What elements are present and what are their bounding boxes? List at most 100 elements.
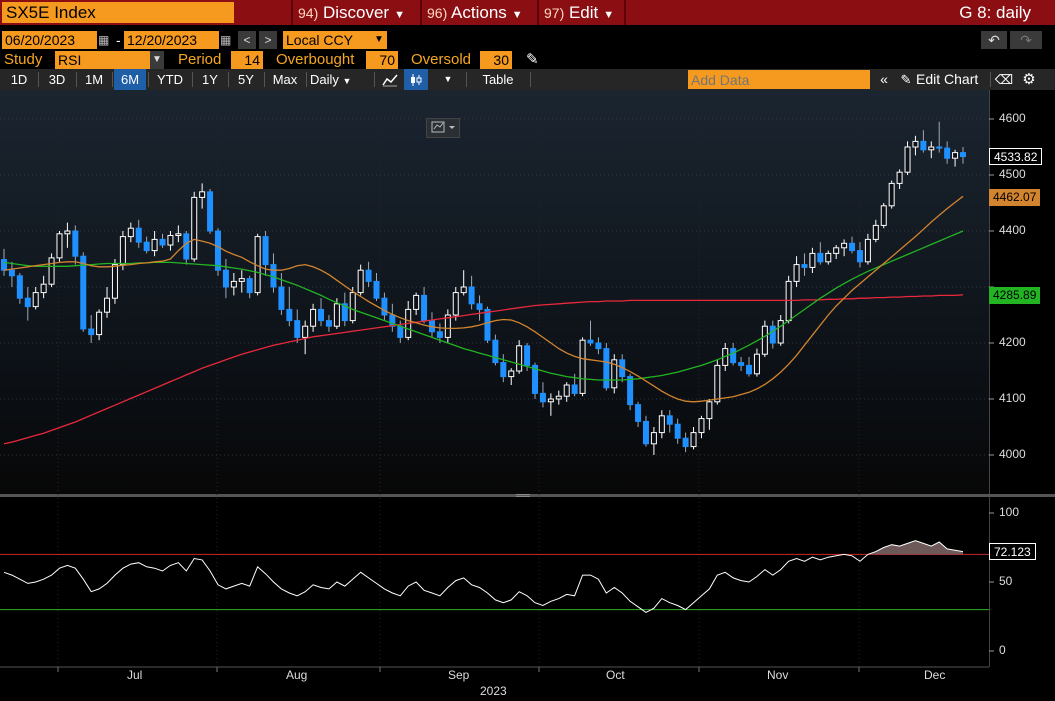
chart-type-icon[interactable]	[426, 118, 460, 138]
chevron-down-icon[interactable]: ▼	[150, 51, 164, 69]
candle-up	[151, 238, 158, 252]
grip-icon[interactable]	[516, 494, 530, 497]
candle-up	[761, 325, 768, 355]
candle-down	[365, 269, 372, 282]
candle-up	[357, 269, 364, 294]
period-input[interactable]: 14	[231, 51, 263, 69]
tab-separator	[990, 72, 991, 87]
tab-range-max[interactable]: Max	[272, 72, 298, 87]
gear-icon[interactable]: ⚙	[1022, 71, 1036, 88]
edit-chart-button[interactable]: Edit Chart	[916, 71, 979, 87]
rsi-panel[interactable]	[0, 497, 989, 667]
discover-menu[interactable]: 94) Discover ▼	[298, 0, 405, 25]
previous-period-button[interactable]: <	[238, 31, 256, 49]
edit-menu-label: Edit	[568, 3, 599, 22]
candle-up	[32, 292, 39, 308]
end-date-field[interactable]: 12/20/2023	[124, 31, 219, 49]
overbought-input[interactable]: 70	[366, 51, 398, 69]
tab-separator	[38, 72, 39, 87]
add-data-input[interactable]	[688, 70, 870, 89]
table-button[interactable]: Table	[482, 72, 514, 87]
overbought-fill	[4, 540, 963, 555]
annotate-icon[interactable]: ⌫	[994, 72, 1014, 87]
candle-down	[492, 339, 499, 364]
candle-up	[579, 339, 586, 394]
panel-resize-handle[interactable]	[0, 494, 1055, 497]
candle-down	[381, 297, 388, 316]
menu-separator	[291, 0, 293, 25]
candle-up	[191, 196, 198, 260]
tab-range-1m[interactable]: 1M	[84, 72, 104, 87]
tab-range-5y[interactable]: 5Y	[238, 72, 254, 87]
tab-range-1y[interactable]: 1Y	[202, 72, 218, 87]
candle-down	[484, 308, 491, 341]
line-chart-icon[interactable]	[378, 69, 402, 90]
rsi-line	[3, 540, 964, 613]
candle-up	[64, 230, 71, 235]
tab-range-3d[interactable]: 3D	[48, 72, 66, 87]
candle-down	[587, 339, 594, 344]
tab-range-1d[interactable]: 1D	[10, 72, 28, 87]
pencil-icon[interactable]: ✎	[526, 51, 539, 68]
study-select[interactable]: RSI	[55, 51, 150, 69]
candle-down	[436, 331, 443, 338]
chevron-down-icon[interactable]: ▼	[371, 31, 387, 49]
candle-down	[373, 280, 380, 299]
candle-down	[642, 420, 649, 445]
candle-up	[349, 292, 356, 322]
collapse-icon[interactable]: «	[880, 71, 888, 87]
candle-down	[1, 259, 7, 271]
price-chart-panel[interactable]	[0, 90, 989, 494]
tab-range-ytd[interactable]: YTD	[157, 72, 183, 87]
ma-fast-tag: 4462.07	[989, 189, 1041, 206]
menu-separator	[624, 0, 626, 25]
oversold-input[interactable]: 30	[480, 51, 512, 69]
undo-icon[interactable]: ↶	[981, 31, 1007, 49]
candle-up	[833, 247, 840, 254]
candle-down	[135, 227, 142, 243]
candle-down	[746, 364, 753, 375]
x-axis-month-label: Aug	[286, 668, 308, 682]
start-date-field[interactable]: 06/20/2023	[2, 31, 97, 49]
currency-select[interactable]: Local CCY	[283, 31, 371, 49]
candle-down	[539, 392, 546, 403]
candle-up	[40, 283, 47, 294]
rsi-value-tag: 72.123	[989, 543, 1036, 560]
candle-up	[56, 233, 63, 259]
candle-down	[246, 278, 253, 294]
chevron-down-icon[interactable]: ▼	[443, 74, 453, 84]
pencil-icon[interactable]: ✎	[900, 72, 912, 87]
calendar-icon[interactable]: ▦	[220, 33, 232, 47]
moving-averages	[3, 195, 964, 445]
candle-up	[563, 384, 570, 397]
edit-menu[interactable]: 97) Edit ▼	[544, 0, 614, 25]
frequency-select[interactable]: Daily ▼	[310, 69, 370, 90]
candle-up	[753, 353, 760, 375]
candle-up	[104, 297, 111, 313]
candle-up	[714, 364, 721, 403]
candle-down	[944, 147, 951, 159]
candle-up	[199, 191, 206, 198]
last-price-tag: 4533.82	[989, 148, 1043, 165]
candle-up	[864, 238, 871, 263]
ticker-field[interactable]: SX5E Index	[2, 2, 234, 23]
candle-up	[952, 152, 959, 159]
ma-slow-line	[3, 294, 964, 445]
redo-icon[interactable]: ↷	[1010, 31, 1042, 49]
chevron-down-icon: ▼	[511, 9, 523, 21]
next-period-button[interactable]: >	[259, 31, 277, 49]
candle-up	[302, 325, 309, 338]
frequency-label: Daily	[310, 72, 339, 87]
actions-menu[interactable]: 96) Actions ▼	[427, 0, 523, 25]
period-label: Period	[178, 51, 222, 68]
candle-down	[817, 252, 824, 263]
candle-down	[88, 328, 95, 336]
calendar-icon[interactable]: ▦	[98, 33, 110, 47]
oversold-label: Oversold	[411, 51, 472, 68]
candlestick-icon[interactable]	[404, 69, 428, 90]
candle-down	[278, 286, 285, 310]
candle-up	[547, 398, 554, 403]
tab-range-6m[interactable]: 6M	[114, 69, 146, 90]
candle-down	[476, 303, 483, 310]
candle-down	[635, 404, 642, 422]
